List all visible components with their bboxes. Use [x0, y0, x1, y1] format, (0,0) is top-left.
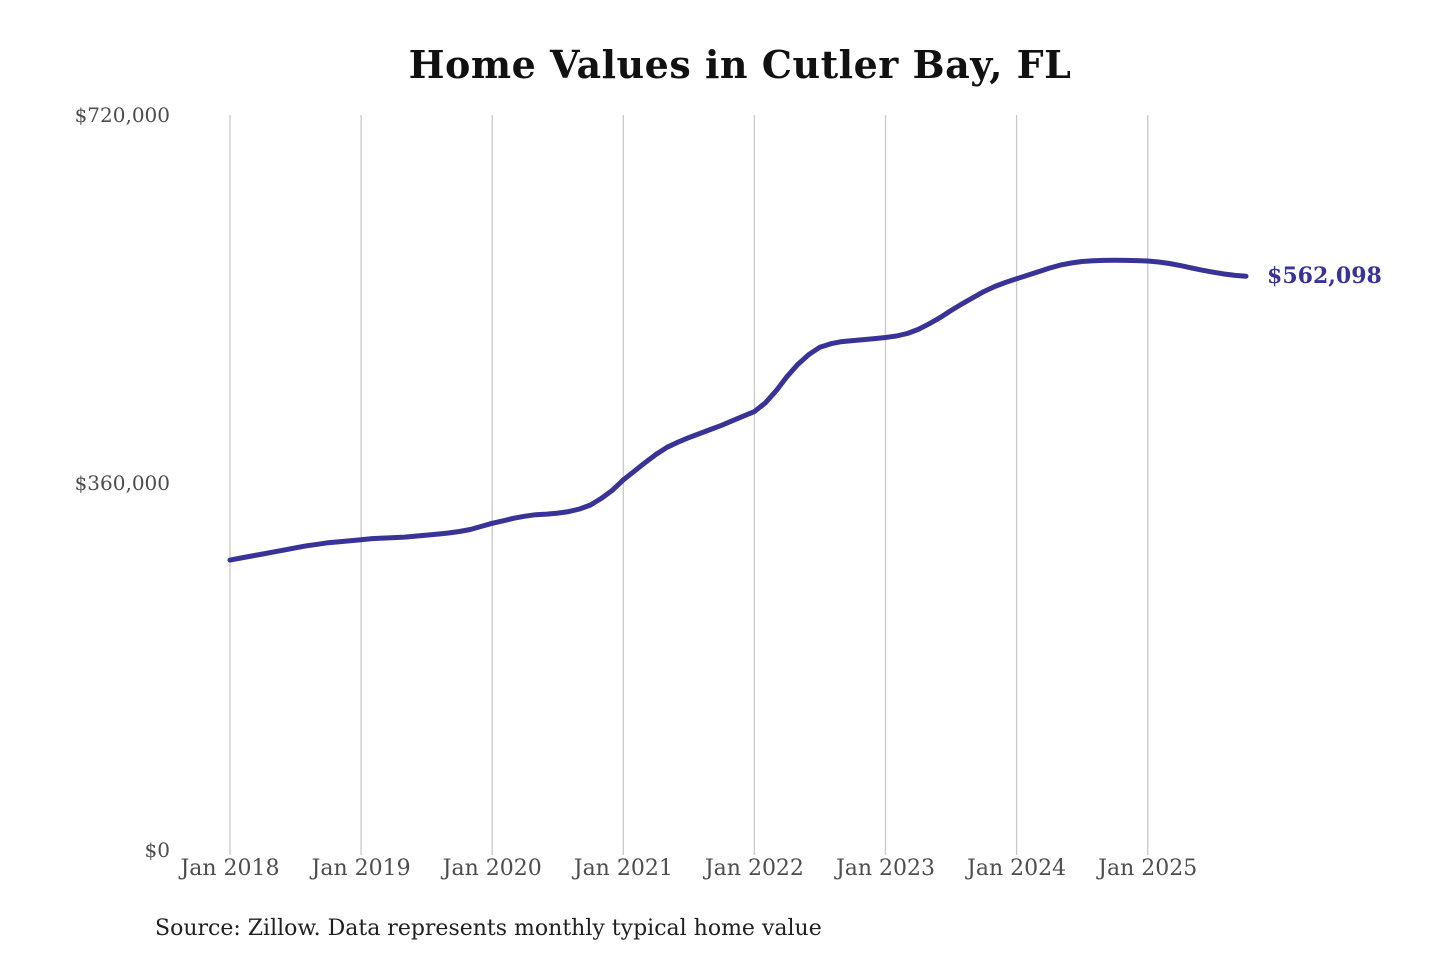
x-tick-label: Jan 2025 — [1098, 856, 1198, 881]
x-tick-label: Jan 2021 — [573, 856, 673, 881]
y-tick-label: $0 — [144, 838, 170, 862]
x-tick-label: Jan 2024 — [967, 856, 1067, 881]
x-tick-label: Jan 2019 — [311, 856, 411, 881]
chart-title: Home Values in Cutler Bay, FL — [408, 42, 1072, 87]
source-note: Source: Zillow. Data represents monthly … — [155, 916, 822, 941]
x-tick-label: Jan 2020 — [442, 856, 542, 881]
y-tick-label: $720,000 — [74, 103, 170, 127]
x-tick-label: Jan 2023 — [835, 856, 936, 881]
y-tick-label: $360,000 — [74, 470, 170, 495]
x-tick-label: Jan 2018 — [180, 856, 280, 881]
x-tick-label: Jan 2022 — [704, 856, 804, 881]
latest-value-label: $562,098 — [1267, 263, 1382, 290]
home-value-line — [227, 257, 1249, 563]
